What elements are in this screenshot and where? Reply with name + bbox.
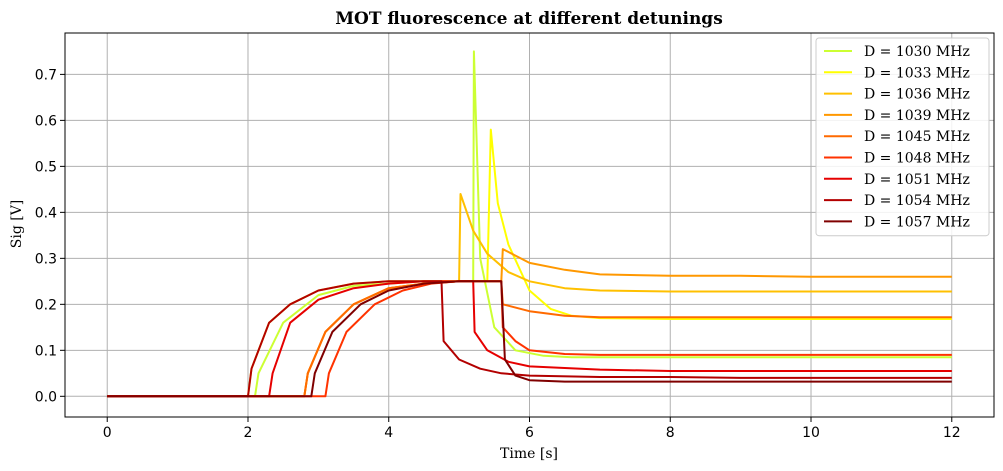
legend: D = 1030 MHz D = 1033 MHz D = 1036 MHz D = … — [815, 37, 990, 237]
legend-label: D = 1039 MHz — [864, 108, 970, 124]
x-tick-label: 2 — [244, 425, 253, 441]
series-line — [107, 50, 952, 398]
legend-label: D = 1045 MHz — [864, 129, 970, 145]
y-tick-label: 0.5 — [35, 159, 57, 175]
legend-label: D = 1051 MHz — [864, 172, 970, 188]
series-line — [107, 280, 952, 398]
x-tick-label: 4 — [384, 425, 393, 441]
y-tick-label: 0.3 — [35, 251, 57, 267]
legend-label: D = 1036 MHz — [864, 87, 970, 103]
legend-label: D = 1030 MHz — [864, 44, 970, 60]
x-tick-label: 12 — [943, 425, 961, 441]
legend-box — [815, 37, 990, 237]
legend-label: D = 1057 MHz — [864, 214, 970, 230]
x-axis-label: Time [s] — [500, 446, 558, 462]
x-tick-label: 8 — [666, 425, 675, 441]
legend-label: D = 1048 MHz — [864, 151, 970, 167]
y-tick-label: 0.4 — [35, 205, 57, 221]
x-tick-label: 6 — [525, 425, 534, 441]
y-tick-label: 0.0 — [35, 389, 57, 405]
series-line — [107, 280, 952, 398]
y-tick-label: 0.6 — [35, 113, 57, 129]
x-tick-label: 10 — [802, 425, 820, 441]
plot-series — [107, 50, 952, 398]
legend-label: D = 1054 MHz — [864, 193, 970, 209]
y-tick-label: 0.1 — [35, 343, 57, 359]
axis-ticks: 0 2 4 6 8 10 12 0.0 0.1 0.2 0.3 0.4 0.5 0.6 0.7 — [35, 67, 961, 441]
legend-label: D = 1033 MHz — [864, 65, 970, 81]
y-axis-label: Sig [V] — [9, 200, 25, 249]
y-tick-label: 0.2 — [35, 297, 57, 313]
x-tick-label: 0 — [103, 425, 112, 441]
chart-title: MOT fluorescence at different detunings — [335, 9, 723, 29]
y-tick-label: 0.7 — [35, 67, 57, 83]
